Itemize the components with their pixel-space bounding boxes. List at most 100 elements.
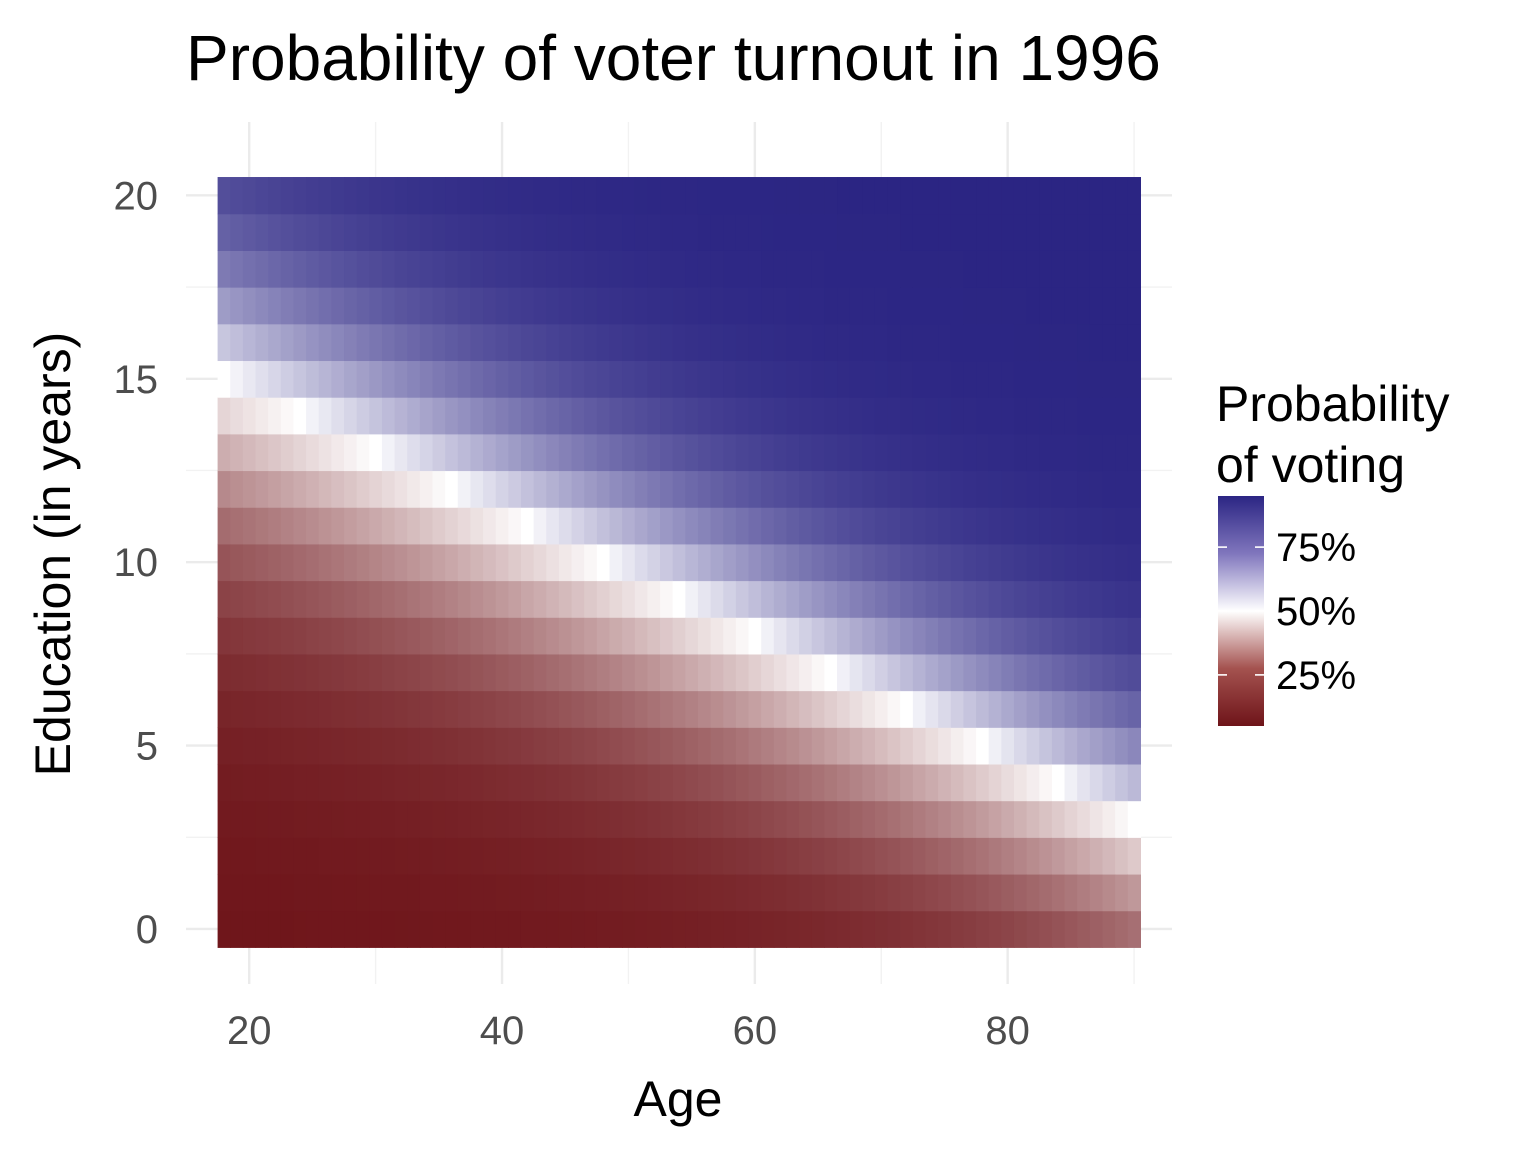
heatmap-cell	[735, 763, 750, 802]
heatmap-cell	[558, 653, 573, 692]
heatmap-cell	[837, 727, 851, 765]
heatmap-cell	[255, 213, 269, 251]
heatmap-cell	[1051, 433, 1066, 472]
heatmap-cell	[445, 617, 459, 655]
heatmap-cell	[318, 543, 332, 582]
heatmap-cell	[1039, 507, 1053, 545]
heatmap-cell	[445, 727, 459, 765]
heatmap-cell	[622, 800, 636, 838]
heatmap-cell	[558, 433, 573, 472]
heatmap-cells	[217, 177, 1141, 948]
heatmap-cell	[520, 837, 535, 875]
heatmap-cell	[799, 543, 813, 582]
heatmap-cell	[394, 507, 408, 545]
heatmap-cell	[1127, 873, 1141, 912]
heatmap-cell	[356, 580, 370, 618]
heatmap-cell	[1064, 360, 1078, 398]
heatmap-cell	[773, 690, 788, 728]
heatmap-cell	[255, 543, 269, 582]
heatmap-cell	[811, 433, 825, 472]
heatmap-cell	[697, 470, 712, 508]
heatmap-cell	[1026, 837, 1040, 875]
heatmap-cell	[293, 360, 307, 398]
heatmap-cell	[306, 690, 320, 728]
heatmap-cell	[584, 213, 598, 251]
heatmap-cell	[1039, 617, 1053, 655]
heatmap-cell	[710, 837, 724, 875]
heatmap-cell	[293, 727, 307, 765]
heatmap-cell	[874, 250, 889, 288]
heatmap-cell	[1026, 800, 1040, 838]
heatmap-cell	[344, 433, 358, 472]
heatmap-cell	[710, 323, 724, 362]
heatmap-cell	[647, 873, 661, 912]
heatmap-cell	[950, 250, 965, 288]
heatmap-cell	[268, 433, 282, 472]
heatmap-cell	[242, 763, 257, 802]
heatmap-cell	[622, 617, 636, 655]
heatmap-cell	[558, 800, 573, 838]
heatmap-cell	[912, 910, 927, 948]
heatmap-cell	[1127, 507, 1141, 545]
heatmap-cell	[356, 360, 370, 398]
heatmap-cell	[508, 800, 522, 838]
heatmap-cell	[925, 397, 939, 435]
heatmap-cell	[1013, 580, 1028, 618]
heatmap-cell	[887, 323, 901, 362]
heatmap-cell	[217, 177, 231, 215]
heatmap-cell	[950, 507, 965, 545]
heatmap-cell	[306, 360, 320, 398]
heatmap-cell	[609, 727, 623, 765]
heatmap-cell	[1051, 250, 1066, 288]
heatmap-cell	[419, 580, 434, 618]
heatmap-cell	[419, 763, 434, 802]
heatmap-cell	[495, 690, 509, 728]
heatmap-cell	[963, 910, 977, 948]
heatmap-cell	[912, 177, 927, 215]
heatmap-cell	[900, 213, 914, 251]
heatmap-cell	[407, 323, 421, 362]
heatmap-cell	[432, 910, 446, 948]
heatmap-cell	[723, 617, 737, 655]
heatmap-cell	[634, 800, 648, 838]
heatmap-cell	[1051, 470, 1066, 508]
heatmap-cell	[1102, 323, 1116, 362]
heatmap-cell	[344, 617, 358, 655]
heatmap-cell	[900, 800, 914, 838]
heatmap-cell	[622, 323, 636, 362]
heatmap-cell	[900, 250, 914, 288]
heatmap-cell	[242, 433, 257, 472]
heatmap-cell	[1127, 690, 1141, 728]
heatmap-cell	[217, 690, 231, 728]
heatmap-cell	[230, 287, 244, 325]
heatmap-cell	[849, 250, 863, 288]
heatmap-cell	[609, 837, 623, 875]
heatmap-cell	[457, 543, 472, 582]
heatmap-cell	[748, 800, 762, 838]
heatmap-cell	[1102, 397, 1116, 435]
heatmap-cell	[837, 910, 851, 948]
heatmap-cell	[217, 323, 231, 362]
heatmap-cell	[697, 397, 712, 435]
heatmap-cell	[900, 873, 914, 912]
heatmap-cell	[533, 360, 547, 398]
heatmap-cell	[887, 690, 901, 728]
heatmap-cell	[217, 250, 231, 288]
heatmap-cell	[508, 323, 522, 362]
heatmap-cell	[381, 213, 396, 251]
heatmap-cell	[1102, 213, 1116, 251]
heatmap-cell	[786, 507, 800, 545]
heatmap-cell	[976, 837, 990, 875]
heatmap-cell	[988, 360, 1002, 398]
heatmap-cell	[344, 360, 358, 398]
heatmap-cell	[697, 323, 712, 362]
heatmap-cell	[1115, 543, 1129, 582]
heatmap-cell	[1064, 397, 1078, 435]
heatmap-cell	[976, 873, 990, 912]
heatmap-cell	[710, 653, 724, 692]
heatmap-cell	[685, 323, 699, 362]
heatmap-cell	[331, 397, 345, 435]
heatmap-cell	[407, 837, 421, 875]
heatmap-cell	[697, 617, 712, 655]
heatmap-cell	[887, 910, 901, 948]
